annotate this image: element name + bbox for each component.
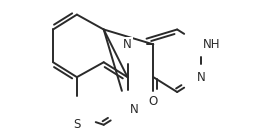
- Text: N: N: [123, 38, 132, 51]
- Text: NH: NH: [203, 38, 220, 51]
- Text: N: N: [129, 103, 138, 116]
- Text: S: S: [73, 118, 80, 131]
- Text: N: N: [197, 71, 205, 84]
- Text: O: O: [149, 95, 158, 108]
